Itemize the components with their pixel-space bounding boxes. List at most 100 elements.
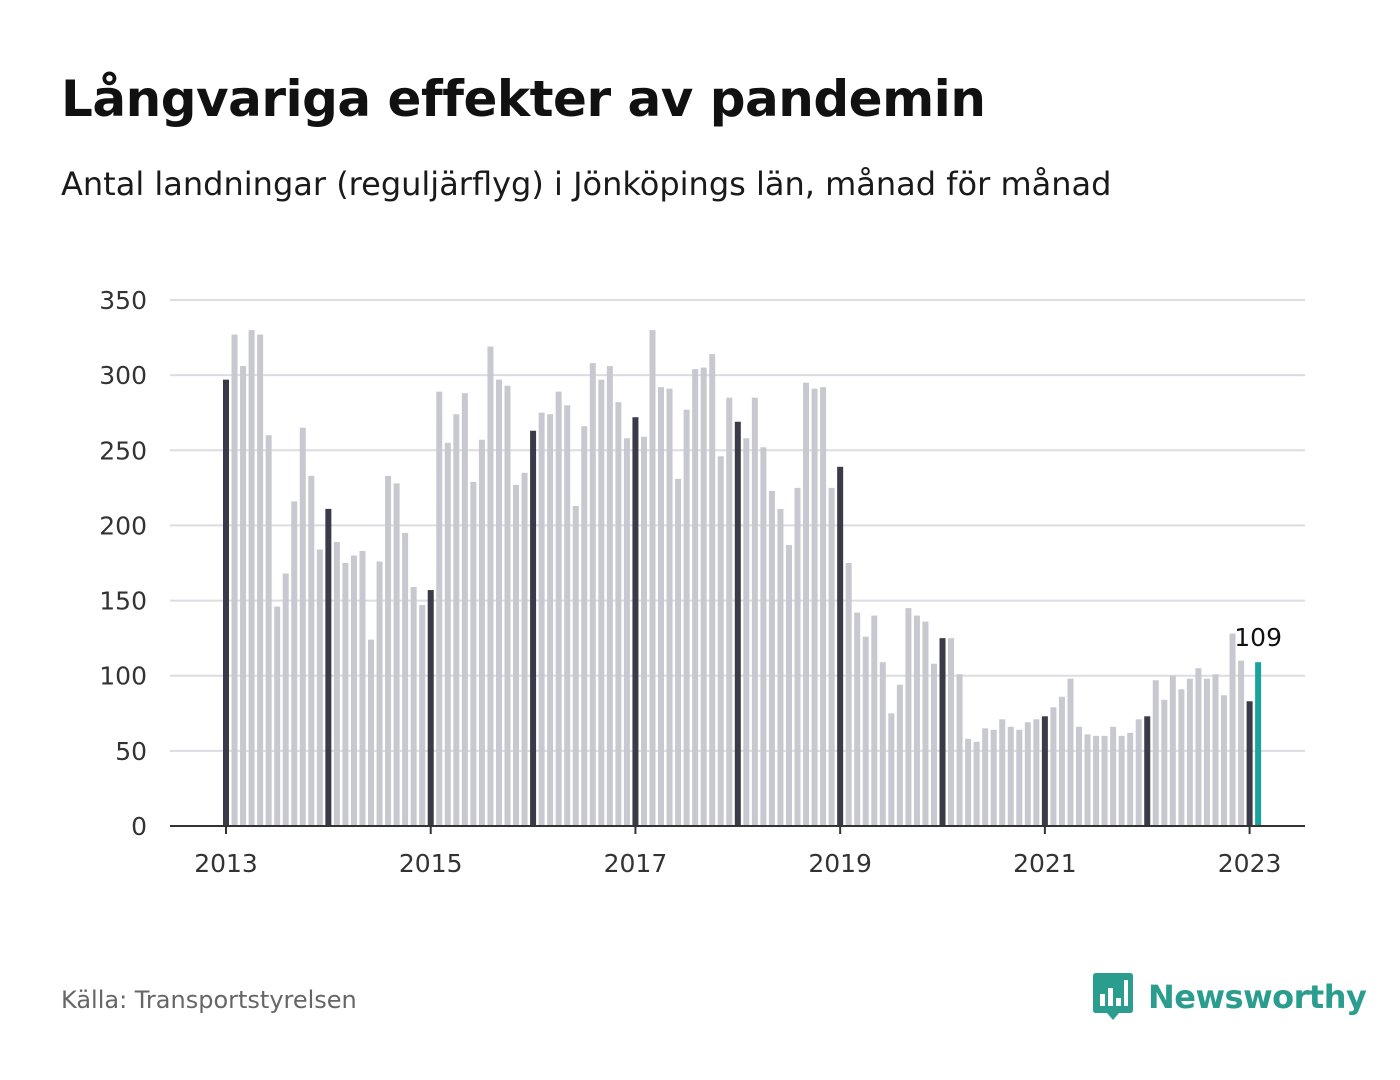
bar <box>803 382 810 826</box>
bar <box>325 508 332 826</box>
bar <box>871 615 878 826</box>
bar <box>640 436 647 826</box>
bar <box>1212 674 1219 826</box>
bar <box>939 638 946 826</box>
bar <box>982 728 989 826</box>
bar <box>359 550 366 826</box>
bar <box>453 414 460 826</box>
bar <box>589 363 596 826</box>
bar <box>1058 696 1065 826</box>
x-tick-label: 2015 <box>399 849 463 878</box>
bar <box>223 379 229 826</box>
x-tick-label: 2017 <box>604 849 668 878</box>
bar <box>478 439 485 826</box>
bar <box>965 738 972 826</box>
bar <box>410 587 417 826</box>
y-tick-label: 250 <box>99 436 147 465</box>
bar <box>700 367 707 826</box>
bar <box>760 447 767 826</box>
bar <box>743 438 750 826</box>
bar <box>854 612 861 826</box>
bar <box>726 397 733 826</box>
bar <box>350 555 357 826</box>
bar <box>1050 707 1057 826</box>
bar <box>1033 719 1040 826</box>
bar <box>1135 719 1142 826</box>
bar <box>1246 701 1253 826</box>
bar <box>461 393 468 826</box>
bar <box>291 501 298 826</box>
bar <box>606 366 613 826</box>
bar <box>828 487 835 826</box>
bar <box>1178 689 1185 826</box>
bar <box>811 388 818 826</box>
bar <box>1186 678 1193 826</box>
bar <box>794 487 801 826</box>
bar <box>393 483 400 826</box>
bar <box>231 334 238 826</box>
bar <box>649 330 656 826</box>
bar <box>538 412 545 826</box>
bar <box>248 330 255 826</box>
bar <box>785 544 792 826</box>
bar <box>888 713 895 826</box>
bar <box>1127 732 1134 826</box>
axes: 0 50 100 150 200 250 300 350 2013 2015 2017 2019 202… <box>99 286 1305 878</box>
bar <box>240 366 247 826</box>
bar <box>1152 680 1159 826</box>
bar <box>837 466 844 826</box>
bar <box>930 663 937 826</box>
bar <box>615 402 622 826</box>
brand-logo[interactable]: Newsworthy <box>1092 972 1367 1022</box>
bar <box>402 532 409 826</box>
bar <box>999 719 1006 826</box>
bar <box>990 729 997 826</box>
bar <box>675 478 682 826</box>
bar <box>623 438 630 826</box>
bar <box>683 409 690 826</box>
bar <box>734 421 741 826</box>
y-tick-label: 300 <box>99 361 147 390</box>
y-tick-label: 200 <box>99 511 147 540</box>
y-tick-label: 50 <box>115 737 147 766</box>
bar <box>1093 735 1100 826</box>
bar <box>436 391 443 826</box>
bar <box>1067 678 1074 826</box>
bar <box>1238 660 1245 826</box>
bar <box>495 379 502 826</box>
bar <box>1118 735 1125 826</box>
bar <box>487 346 494 826</box>
bar <box>1221 695 1228 826</box>
bars <box>223 330 1262 826</box>
x-tick-label: 2013 <box>194 849 258 878</box>
highlight-value-label: 109 <box>1234 623 1282 652</box>
bar <box>1203 678 1210 826</box>
bar <box>717 456 724 826</box>
bar <box>598 379 605 826</box>
bar <box>709 354 716 826</box>
x-tick-label: 2021 <box>1013 849 1077 878</box>
y-tick-label: 350 <box>99 286 147 315</box>
bar <box>862 636 869 826</box>
bar <box>1229 633 1236 826</box>
chart-title: Långvariga effekter av pandemin <box>61 70 986 128</box>
bar <box>470 481 477 826</box>
bar <box>1144 716 1151 826</box>
bar <box>308 475 315 826</box>
bar <box>896 684 903 826</box>
chart-subtitle: Antal landningar (reguljärflyg) i Jönköp… <box>61 165 1112 203</box>
bar <box>274 606 281 826</box>
bar <box>521 472 528 826</box>
bar <box>1084 734 1091 826</box>
x-tick-label: 2019 <box>808 849 872 878</box>
bar <box>913 615 920 826</box>
bar <box>820 387 827 826</box>
bar <box>299 427 306 826</box>
bar <box>385 475 392 826</box>
bar <box>376 561 383 826</box>
bar <box>257 334 264 826</box>
bar <box>632 417 639 826</box>
bar <box>547 414 554 826</box>
bar <box>1110 726 1117 826</box>
bar <box>530 430 537 826</box>
